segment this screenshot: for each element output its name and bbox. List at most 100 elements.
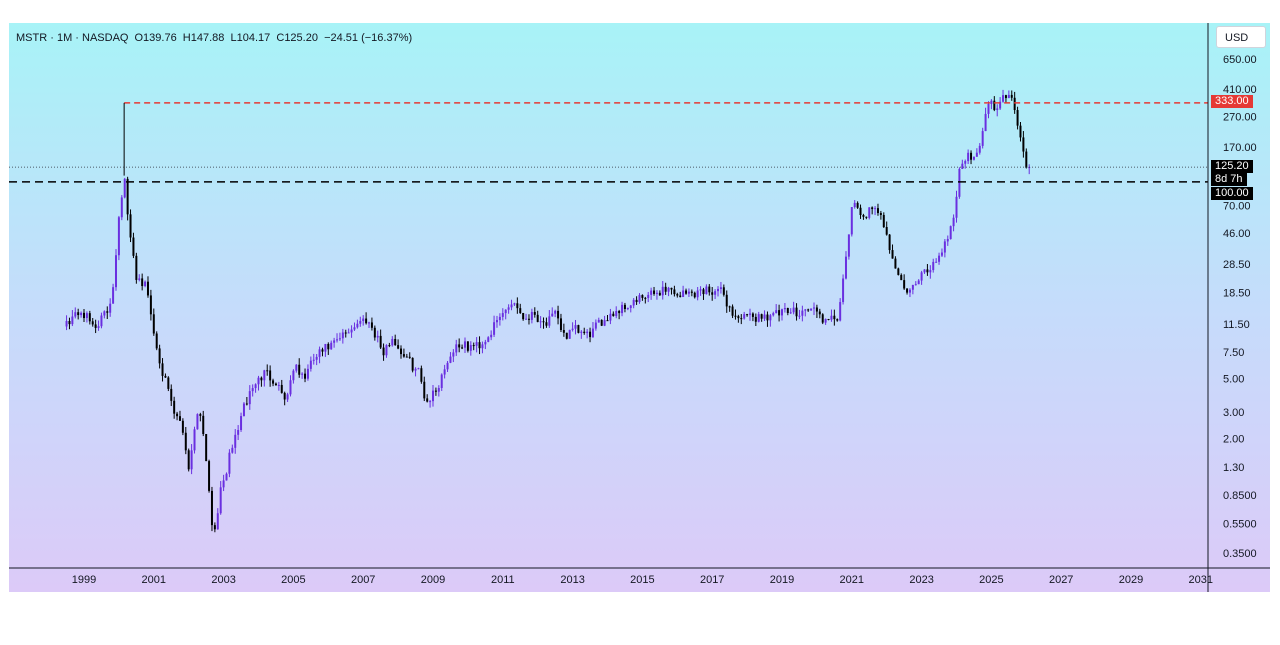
candle-body [437, 387, 440, 392]
candle-body [746, 314, 749, 316]
candle-body [690, 291, 693, 293]
candle-body [536, 314, 539, 322]
candle-body [117, 217, 120, 256]
candle-body [882, 214, 885, 228]
candle-body [583, 331, 586, 334]
time-axis[interactable]: 1999 2001 2003 2005 2007 2009 2011 2013 2015 2017… [72, 574, 1213, 586]
time-tick-label: 2029 [1119, 574, 1143, 586]
candle-body [557, 310, 560, 319]
chart-area[interactable]: 650.00 410.00 270.00 170.00 70.00 46.00 28.50 1… [9, 23, 1270, 592]
candle-body [990, 100, 993, 104]
candle-body [876, 208, 879, 214]
candle-body [749, 313, 752, 315]
price-tick-label: 11.50 [1223, 319, 1250, 331]
price-axis[interactable]: 650.00 410.00 270.00 170.00 70.00 46.00 28.50 1… [1223, 54, 1257, 560]
candle-body [591, 328, 594, 338]
candle-body [400, 348, 403, 355]
candle-body [827, 319, 830, 321]
candle-body [775, 310, 778, 314]
candle-body [193, 429, 196, 451]
candle-body [783, 308, 786, 310]
candle-body [490, 334, 493, 338]
candle-body [812, 307, 815, 309]
candle-body [661, 286, 664, 296]
candle-body [594, 322, 597, 329]
legend-interval[interactable]: 1M [56, 32, 73, 44]
candle-body [844, 256, 847, 279]
candle-body [641, 295, 644, 298]
price-tick-label: 28.50 [1223, 259, 1251, 271]
candle-body [1022, 137, 1025, 152]
candle-body [527, 318, 530, 320]
candle-body [376, 335, 379, 338]
candle-body [338, 338, 341, 340]
currency-button[interactable]: USD [1216, 26, 1266, 48]
symbol-legend[interactable]: MSTR · 1M · NASDAQ O139.76 H147.88 L104.1… [16, 32, 412, 44]
legend-symbol[interactable]: MSTR [16, 32, 48, 44]
candle-body [219, 487, 222, 514]
candle-body [731, 306, 734, 316]
candle-body [600, 319, 603, 326]
legend-exchange: NASDAQ [82, 32, 129, 44]
candle-body [178, 416, 181, 421]
candle-body [778, 310, 781, 316]
time-tick-label: 2021 [840, 574, 864, 586]
candle-body [170, 388, 173, 401]
candle-body [306, 368, 309, 379]
price-tick-label: 2.00 [1223, 434, 1244, 446]
candle-body [466, 341, 469, 351]
candle-body [388, 345, 391, 347]
candle-body [786, 308, 789, 313]
time-tick-label: 2001 [142, 574, 166, 586]
candle-body [414, 368, 417, 371]
price-tick-label: 0.3500 [1223, 548, 1257, 560]
candle-body [740, 318, 743, 320]
price-tick-label: 18.50 [1223, 288, 1251, 300]
candle-body [935, 261, 938, 263]
candle-body [626, 308, 629, 310]
candle-body [420, 368, 423, 382]
candle-body [554, 310, 557, 314]
support-price-tag: 100.00 [1211, 187, 1253, 200]
candle-body [112, 287, 115, 304]
candle-body [917, 280, 920, 285]
price-tick-label: 270.00 [1223, 112, 1257, 124]
candle-body [603, 320, 606, 326]
candle-body [711, 292, 714, 295]
candle-body [629, 305, 632, 309]
candle-body [577, 325, 580, 333]
candle-body [810, 308, 813, 311]
time-tick-label: 2025 [979, 574, 1003, 586]
countdown-tag: 8d 7h [1211, 173, 1247, 186]
candle-body [272, 380, 275, 384]
candle-body [309, 360, 312, 369]
candle-body [996, 108, 999, 110]
candle-body [908, 289, 911, 293]
candle-body [932, 261, 935, 271]
candle-body [88, 313, 91, 322]
candle-body [336, 339, 339, 341]
candle-body [647, 294, 650, 298]
candle-body [792, 307, 795, 313]
candle-body [481, 344, 484, 349]
candle-body [621, 304, 624, 314]
candle-body [708, 286, 711, 293]
candle-body [402, 354, 405, 357]
price-chart-svg[interactable]: 650.00 410.00 270.00 170.00 70.00 46.00 28.50 1… [9, 23, 1270, 592]
candle-body [719, 287, 722, 289]
candle-body [251, 388, 254, 392]
price-tick-label: 410.00 [1223, 84, 1257, 96]
candle-body [1016, 110, 1019, 126]
candle-body [280, 384, 283, 393]
candle-body [714, 291, 717, 295]
candle-body [368, 322, 371, 324]
candle-body [964, 161, 967, 164]
candle-body [1019, 125, 1022, 138]
candle-body [452, 352, 455, 357]
candle-body [443, 369, 446, 375]
candle-body [699, 289, 702, 291]
candle-body [696, 290, 699, 298]
time-tick-label: 2005 [281, 574, 305, 586]
candle-body [1002, 95, 1005, 102]
candle-body [743, 314, 746, 319]
